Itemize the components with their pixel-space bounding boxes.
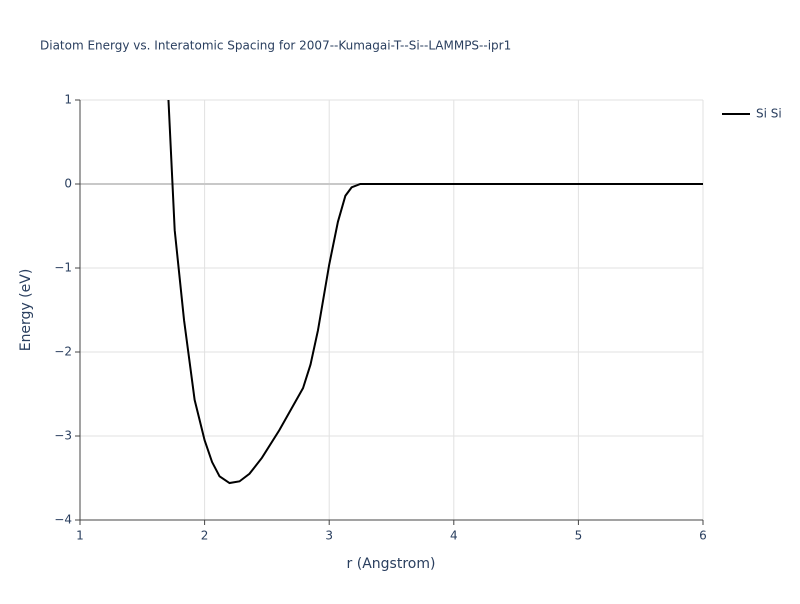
y-tick-label: −3 xyxy=(54,429,72,443)
y-axis-label: Energy (eV) xyxy=(18,269,34,352)
x-tick-label: 3 xyxy=(325,529,333,543)
y-tick-label: 0 xyxy=(64,177,72,191)
x-tick-label: 5 xyxy=(575,529,583,543)
y-tick-label: 1 xyxy=(64,93,72,107)
x-axis-label: r (Angstrom) xyxy=(347,556,436,572)
x-tick-label: 1 xyxy=(76,529,84,543)
y-tick-label: −1 xyxy=(54,261,72,275)
y-tick-label: −2 xyxy=(54,345,72,359)
x-tick-label: 2 xyxy=(201,529,209,543)
x-tick-label: 4 xyxy=(450,529,458,543)
y-tick-label: −4 xyxy=(54,513,72,527)
x-tick-label: 6 xyxy=(699,529,707,543)
legend-label: Si Si xyxy=(756,107,782,121)
chart-title: Diatom Energy vs. Interatomic Spacing fo… xyxy=(40,39,511,53)
data-line xyxy=(167,100,703,485)
